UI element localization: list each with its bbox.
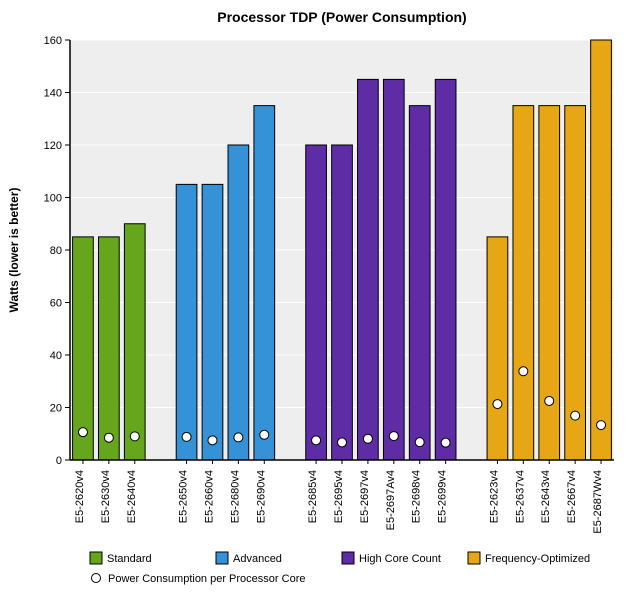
x-tick-label: E5-2650v4 <box>178 470 190 523</box>
legend-label: Standard <box>107 553 152 565</box>
bar <box>202 184 223 460</box>
x-tick-label: E5-2698v4 <box>411 470 423 523</box>
x-tick-label: E5-2623v4 <box>488 470 500 523</box>
legend-label: Frequency-Optimized <box>485 553 590 565</box>
bar <box>228 145 249 460</box>
y-tick-label: 0 <box>56 455 62 467</box>
y-tick-label: 60 <box>50 298 62 310</box>
per-core-marker <box>389 432 398 441</box>
y-tick-label: 160 <box>44 35 62 47</box>
per-core-marker <box>571 411 580 420</box>
per-core-marker <box>519 367 528 376</box>
per-core-marker <box>312 436 321 445</box>
per-core-marker <box>363 434 372 443</box>
x-tick-label: E5-2699v4 <box>437 470 449 523</box>
bar <box>176 184 197 460</box>
bar <box>409 106 430 460</box>
legend-marker-icon <box>92 574 101 583</box>
x-tick-label: E5-2697v4 <box>359 470 371 523</box>
per-core-marker <box>182 432 191 441</box>
per-core-marker <box>441 438 450 447</box>
per-core-marker <box>234 433 243 442</box>
x-tick-label: E5-2680v4 <box>229 470 241 523</box>
per-core-marker <box>545 396 554 405</box>
per-core-marker <box>78 428 87 437</box>
x-tick-label: E5-2643v4 <box>540 470 552 523</box>
per-core-marker <box>104 433 113 442</box>
x-tick-label: E5-2620v4 <box>74 470 86 523</box>
legend-label: High Core Count <box>359 553 441 565</box>
y-tick-label: 100 <box>44 193 62 205</box>
chart-title: Processor TDP (Power Consumption) <box>217 9 466 25</box>
bar <box>591 40 612 460</box>
per-core-marker <box>260 430 269 439</box>
per-core-marker <box>597 421 606 430</box>
y-tick-label: 40 <box>50 350 62 362</box>
bar <box>358 79 379 460</box>
bar <box>124 224 145 460</box>
bar <box>254 106 275 460</box>
per-core-marker <box>338 438 347 447</box>
y-tick-label: 120 <box>44 140 62 152</box>
per-core-marker <box>208 436 217 445</box>
bar <box>306 145 327 460</box>
x-tick-label: E5-2660v4 <box>203 470 215 523</box>
legend-swatch <box>468 552 480 564</box>
legend-label: Advanced <box>233 553 282 565</box>
bar <box>565 106 586 460</box>
tdp-bar-chart: 0 20 40 60 80 100 120 140 160 E5-2620v4 E5-2630v4 E… <box>0 0 634 600</box>
x-tick-label: E5-2667v4 <box>566 470 578 523</box>
bar <box>73 237 94 460</box>
y-tick-label: 20 <box>50 403 62 415</box>
per-core-marker <box>415 438 424 447</box>
per-core-marker <box>493 400 502 409</box>
y-tick-label: 80 <box>50 245 62 257</box>
x-tick-label: E5-2697Av4 <box>385 470 397 530</box>
x-tick-label: E5-2630v4 <box>100 470 112 523</box>
bar <box>98 237 119 460</box>
x-tick-label: E5-2637v4 <box>514 470 526 523</box>
chart-container: 0 20 40 60 80 100 120 140 160 E5-2620v4 E5-2630v4 E… <box>0 0 634 600</box>
x-tick-label: E5-2687Wv4 <box>592 470 604 534</box>
legend-swatch <box>342 552 354 564</box>
x-tick-label: E5-2685v4 <box>307 470 319 523</box>
legend-swatch <box>90 552 102 564</box>
legend-swatch <box>216 552 228 564</box>
bar <box>383 79 404 460</box>
per-core-marker <box>130 432 139 441</box>
x-tick-label: E5-2690v4 <box>255 470 267 523</box>
bar <box>539 106 560 460</box>
y-axis-label: Watts (lower is better) <box>7 188 21 313</box>
bar <box>487 237 508 460</box>
y-tick-label: 140 <box>44 88 62 100</box>
legend-marker-label: Power Consumption per Processor Core <box>108 573 305 585</box>
bar <box>513 106 534 460</box>
bar <box>332 145 353 460</box>
x-tick-label: E5-2640v4 <box>126 470 138 523</box>
x-tick-label: E5-2695v4 <box>333 470 345 523</box>
bar <box>435 79 456 460</box>
legend: Standard Advanced High Core Count Frequency… <box>90 552 590 585</box>
